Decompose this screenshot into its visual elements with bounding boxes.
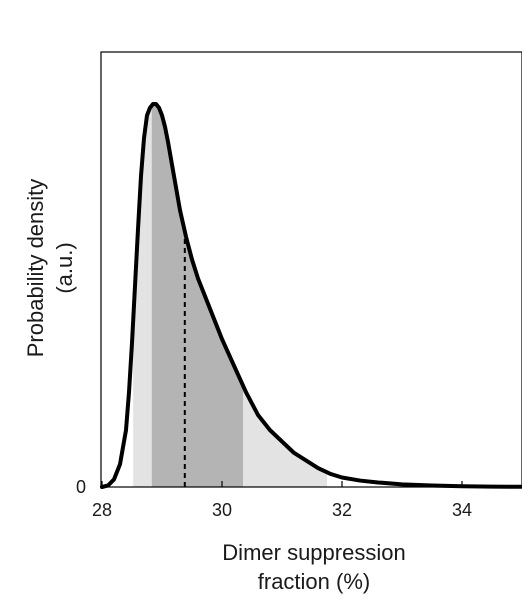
y-axis-label-line1: Probability density	[23, 179, 48, 358]
y-tick-label: 0	[76, 477, 86, 497]
plot-frame	[100, 51, 522, 488]
density-curve	[100, 102, 522, 489]
x-axis-label-line2: fraction (%)	[258, 569, 370, 594]
y-axis-ticks: 0	[76, 477, 86, 497]
x-axis-ticks: 28 30 32 34	[92, 481, 472, 520]
x-tick-label: 28	[92, 500, 112, 520]
x-tick-label: 30	[212, 500, 232, 520]
inner-interval-band	[151, 104, 243, 487]
plot-area	[100, 102, 522, 489]
x-tick-label: 34	[452, 500, 472, 520]
x-tick-label: 32	[332, 500, 352, 520]
x-axis-label-line1: Dimer suppression	[222, 540, 405, 565]
y-axis-label-line2: (a.u.)	[52, 242, 77, 293]
